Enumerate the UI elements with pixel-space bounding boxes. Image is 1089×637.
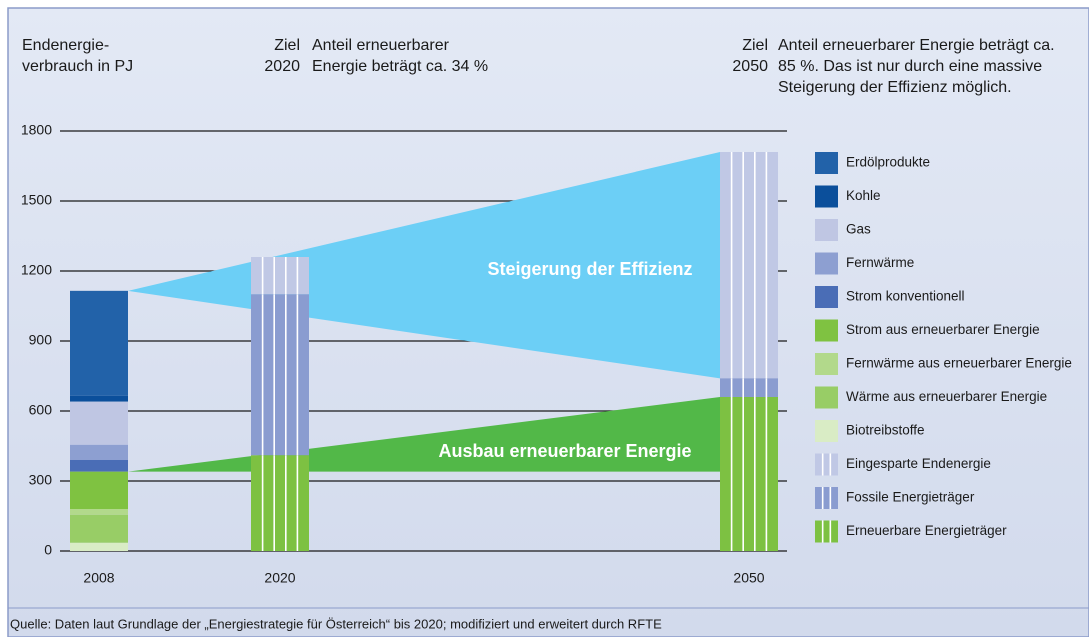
legend-swatch (815, 453, 838, 476)
x-tick-label: 2008 (83, 570, 114, 586)
bar-segment (251, 294, 309, 456)
annotation-label: 2050 (732, 58, 768, 75)
annotation-text: 85 %. Das ist nur durch eine massive (778, 58, 1042, 75)
bar-segment (70, 542, 128, 551)
bar-segment (70, 290, 128, 396)
wedge-label: Steigerung der Effizienz (487, 259, 692, 279)
legend-swatch (815, 152, 838, 174)
annotation-label: Ziel (742, 37, 768, 54)
legend-swatch (815, 219, 838, 241)
legend-swatch (815, 185, 838, 208)
legend-swatch (815, 520, 838, 543)
legend-label: Gas (846, 222, 871, 237)
legend-label: Kohle (846, 188, 881, 203)
x-tick-label: 2020 (264, 570, 295, 586)
legend-label: Erdölprodukte (846, 155, 930, 170)
legend-label: Strom aus erneuerbarer Energie (846, 322, 1040, 337)
legend-swatch (815, 286, 838, 308)
annotation-text: Anteil erneuerbarer (312, 37, 450, 54)
legend-label: Erneuerbare Energieträger (846, 523, 1007, 538)
legend-swatch (815, 353, 838, 375)
annotation-label: 2020 (264, 58, 300, 75)
annotation-text: Energie beträgt ca. 34 % (312, 58, 488, 75)
y-tick-label: 1500 (21, 192, 52, 208)
y-axis-label: Endenergie- (22, 37, 109, 54)
bar-segment (251, 257, 309, 295)
y-tick-label: 0 (44, 542, 52, 558)
y-tick-label: 900 (29, 332, 53, 348)
y-axis-label: verbrauch in PJ (22, 58, 133, 75)
bar-segment (720, 152, 778, 379)
bar-segment (70, 460, 128, 472)
y-tick-label: 300 (29, 472, 53, 488)
source-note: Quelle: Daten laut Grundlage der „Energi… (10, 616, 662, 631)
legend-label: Eingesparte Endenergie (846, 456, 991, 471)
bar-segment (70, 444, 128, 460)
legend-swatch (815, 487, 838, 509)
y-tick-label: 1800 (21, 122, 52, 138)
x-tick-label: 2050 (733, 570, 764, 586)
efficiency-wedge (128, 152, 720, 379)
bar-segment (70, 401, 128, 445)
legend-swatch (815, 386, 838, 409)
legend-label: Fernwärme (846, 255, 914, 270)
legend-label: Wärme aus erneuerbarer Energie (846, 389, 1047, 404)
legend-label: Biotreibstoffe (846, 423, 925, 438)
annotation-text: Anteil erneuerbarer Energie beträgt ca. (778, 37, 1055, 54)
legend-swatch (815, 252, 838, 275)
y-tick-label: 600 (29, 402, 53, 418)
legend-label: Strom konventionell (846, 289, 965, 304)
legend-label: Fossile Energieträger (846, 490, 975, 505)
bar-segment (720, 378, 778, 397)
bar-segment (70, 395, 128, 402)
legend-swatch (815, 420, 838, 442)
bar-segment (70, 509, 128, 515)
annotation-text: Steigerung der Effizienz möglich. (778, 79, 1012, 96)
bar-segment (70, 514, 128, 543)
wedge-label: Ausbau erneuerbarer Energie (438, 441, 691, 461)
y-tick-label: 1200 (21, 262, 52, 278)
legend-label: Fernwärme aus erneuerbarer Energie (846, 356, 1072, 371)
bar-segment (251, 455, 309, 551)
bar-segment (720, 397, 778, 551)
bar-segment (70, 471, 128, 509)
legend-swatch (815, 319, 838, 342)
annotation-label: Ziel (274, 37, 300, 54)
